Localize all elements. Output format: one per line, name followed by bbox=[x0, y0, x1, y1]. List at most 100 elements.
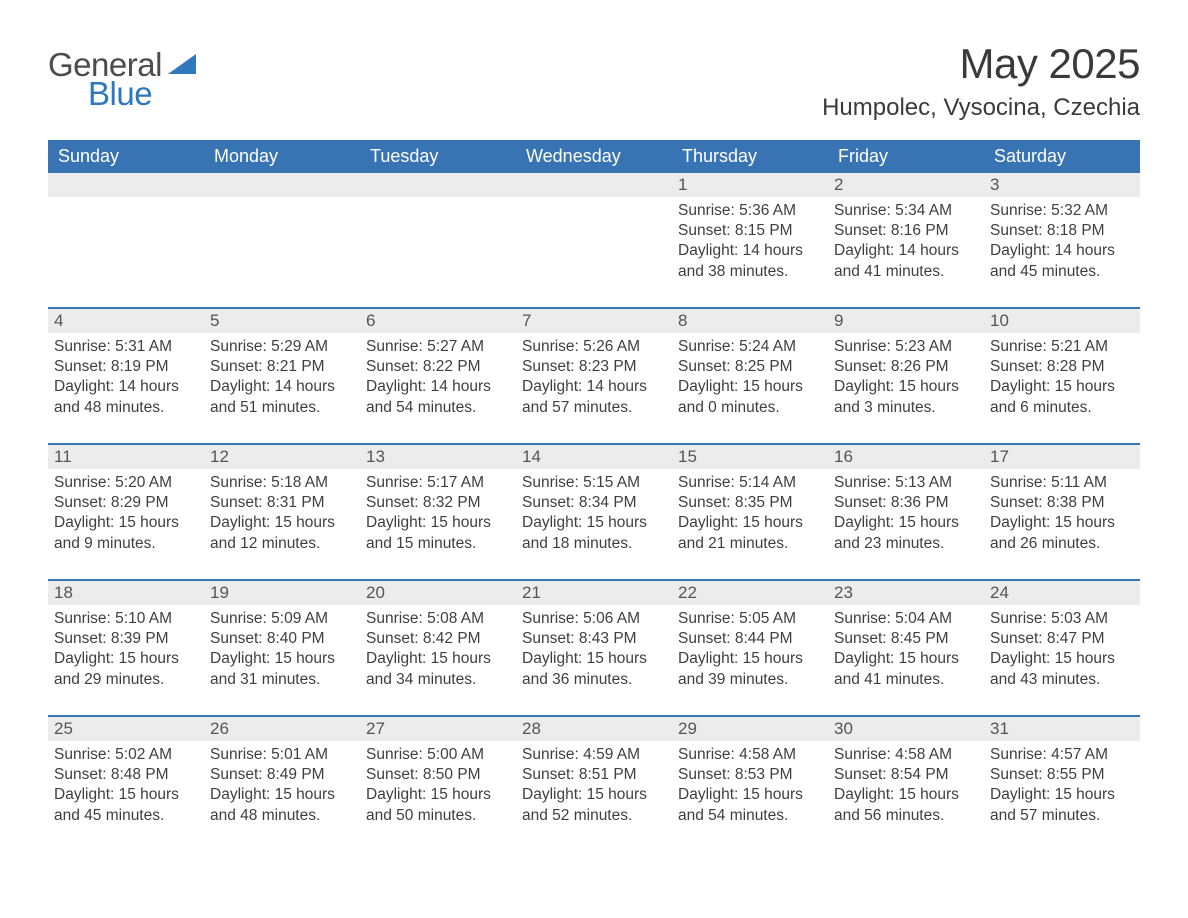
calendar-cell: 2Sunrise: 5:34 AMSunset: 8:16 PMDaylight… bbox=[828, 173, 984, 293]
daylight-text: Daylight: 14 hours and 51 minutes. bbox=[210, 377, 352, 417]
calendar-cell: 16Sunrise: 5:13 AMSunset: 8:36 PMDayligh… bbox=[828, 445, 984, 565]
day-number: 18 bbox=[48, 581, 204, 605]
sunrise-text: Sunrise: 4:57 AM bbox=[990, 745, 1132, 765]
logo-triangle-icon bbox=[168, 52, 202, 76]
day-number: 15 bbox=[672, 445, 828, 469]
sunrise-text: Sunrise: 5:13 AM bbox=[834, 473, 976, 493]
sunrise-text: Sunrise: 5:04 AM bbox=[834, 609, 976, 629]
calendar-cell: 8Sunrise: 5:24 AMSunset: 8:25 PMDaylight… bbox=[672, 309, 828, 429]
sunrise-text: Sunrise: 5:09 AM bbox=[210, 609, 352, 629]
daylight-text: Daylight: 15 hours and 43 minutes. bbox=[990, 649, 1132, 689]
day-number: 25 bbox=[48, 717, 204, 741]
calendar-cell: 13Sunrise: 5:17 AMSunset: 8:32 PMDayligh… bbox=[360, 445, 516, 565]
sunset-text: Sunset: 8:47 PM bbox=[990, 629, 1132, 649]
sunrise-text: Sunrise: 5:00 AM bbox=[366, 745, 508, 765]
calendar-cell: 27Sunrise: 5:00 AMSunset: 8:50 PMDayligh… bbox=[360, 717, 516, 837]
sunrise-text: Sunrise: 5:32 AM bbox=[990, 201, 1132, 221]
daylight-text: Daylight: 15 hours and 29 minutes. bbox=[54, 649, 196, 689]
sunset-text: Sunset: 8:45 PM bbox=[834, 629, 976, 649]
weekday-wednesday: Wednesday bbox=[516, 140, 672, 173]
sunrise-text: Sunrise: 5:15 AM bbox=[522, 473, 664, 493]
day-number: 29 bbox=[672, 717, 828, 741]
calendar-cell: 12Sunrise: 5:18 AMSunset: 8:31 PMDayligh… bbox=[204, 445, 360, 565]
header: General Blue May 2025 Humpolec, Vysocina… bbox=[48, 30, 1140, 134]
sunset-text: Sunset: 8:21 PM bbox=[210, 357, 352, 377]
calendar-cell: 30Sunrise: 4:58 AMSunset: 8:54 PMDayligh… bbox=[828, 717, 984, 837]
calendar-week: 25 Sunrise: 5:02 AMSunset: 8:48 PM Dayligh… bbox=[48, 715, 1140, 837]
day-number: 26 bbox=[204, 717, 360, 741]
sunrise-text: Sunrise: 5:29 AM bbox=[210, 337, 352, 357]
sunrise-text: Sunrise: 5:08 AM bbox=[366, 609, 508, 629]
sunrise-text: Sunrise: 5:20 AM bbox=[54, 473, 196, 493]
day-number: 3 bbox=[984, 173, 1140, 197]
calendar-cell bbox=[48, 173, 204, 293]
sunset-text: Sunset: 8:48 PM bbox=[54, 765, 196, 785]
calendar-cell: 15Sunrise: 5:14 AMSunset: 8:35 PMDayligh… bbox=[672, 445, 828, 565]
day-number: 27 bbox=[360, 717, 516, 741]
calendar-cell: 21Sunrise: 5:06 AMSunset: 8:43 PMDayligh… bbox=[516, 581, 672, 701]
sunset-text: Sunset: 8:25 PM bbox=[678, 357, 820, 377]
daylight-text: Daylight: 14 hours and 45 minutes. bbox=[990, 241, 1132, 281]
sunset-text: Sunset: 8:26 PM bbox=[834, 357, 976, 377]
daylight-text: Daylight: 15 hours and 56 minutes. bbox=[834, 785, 976, 825]
calendar-cell bbox=[360, 173, 516, 293]
calendar-cell: 6Sunrise: 5:27 AMSunset: 8:22 PMDaylight… bbox=[360, 309, 516, 429]
sunrise-text: Sunrise: 5:02 AM bbox=[54, 745, 196, 765]
calendar-cell bbox=[204, 173, 360, 293]
daylight-text: Daylight: 15 hours and 9 minutes. bbox=[54, 513, 196, 553]
calendar-cell: 14Sunrise: 5:15 AMSunset: 8:34 PMDayligh… bbox=[516, 445, 672, 565]
calendar-cell: 23Sunrise: 5:04 AMSunset: 8:45 PMDayligh… bbox=[828, 581, 984, 701]
sunset-text: Sunset: 8:28 PM bbox=[990, 357, 1132, 377]
calendar-cell: 22Sunrise: 5:05 AMSunset: 8:44 PMDayligh… bbox=[672, 581, 828, 701]
calendar-cell: 29 Sunrise: 4:58 AMSunset: 8:53 PMDayligh… bbox=[672, 717, 828, 837]
day-number: 7 bbox=[516, 309, 672, 333]
sunrise-text: Sunrise: 5:17 AM bbox=[366, 473, 508, 493]
sunrise-text: Sunrise: 5:18 AM bbox=[210, 473, 352, 493]
daylight-text: Daylight: 15 hours and 21 minutes. bbox=[678, 513, 820, 553]
calendar-week: 11Sunrise: 5:20 AMSunset: 8:29 PMDayligh… bbox=[48, 443, 1140, 565]
calendar-cell: 5Sunrise: 5:29 AMSunset: 8:21 PMDaylight… bbox=[204, 309, 360, 429]
brand-logo: General Blue bbox=[48, 48, 202, 110]
sunrise-text: Sunrise: 5:27 AM bbox=[366, 337, 508, 357]
day-number: 23 bbox=[828, 581, 984, 605]
calendar-page: General Blue May 2025 Humpolec, Vysocina… bbox=[0, 0, 1188, 918]
calendar-cell: 31Sunrise: 4:57 AMSunset: 8:55 PMDayligh… bbox=[984, 717, 1140, 837]
sunrise-text: Sunrise: 5:03 AM bbox=[990, 609, 1132, 629]
day-number: 28 bbox=[516, 717, 672, 741]
day-number: 13 bbox=[360, 445, 516, 469]
sunset-text: Sunset: 8:23 PM bbox=[522, 357, 664, 377]
sunset-text: Sunset: 8:54 PM bbox=[834, 765, 976, 785]
weekday-friday: Friday bbox=[828, 140, 984, 173]
day-number bbox=[204, 173, 360, 197]
sunset-text: Sunset: 8:31 PM bbox=[210, 493, 352, 513]
calendar-cell: 10Sunrise: 5:21 AMSunset: 8:28 PMDayligh… bbox=[984, 309, 1140, 429]
day-number: 17 bbox=[984, 445, 1140, 469]
day-number: 22 bbox=[672, 581, 828, 605]
calendar-cell: 4Sunrise: 5:31 AMSunset: 8:19 PMDaylight… bbox=[48, 309, 204, 429]
daylight-text: Daylight: 15 hours and 54 minutes. bbox=[678, 785, 820, 825]
day-number: 14 bbox=[516, 445, 672, 469]
sunset-text: Sunset: 8:49 PM bbox=[210, 765, 352, 785]
day-number: 21 bbox=[516, 581, 672, 605]
daylight-text: Daylight: 15 hours and 3 minutes. bbox=[834, 377, 976, 417]
sunrise-text: Sunrise: 4:58 AM bbox=[678, 745, 820, 765]
daylight-text: Daylight: 15 hours and 39 minutes. bbox=[678, 649, 820, 689]
sunset-text: Sunset: 8:35 PM bbox=[678, 493, 820, 513]
day-number bbox=[48, 173, 204, 197]
calendar-cell: 11Sunrise: 5:20 AMSunset: 8:29 PMDayligh… bbox=[48, 445, 204, 565]
day-number: 30 bbox=[828, 717, 984, 741]
daylight-text: Daylight: 15 hours and 15 minutes. bbox=[366, 513, 508, 553]
daylight-text: Daylight: 15 hours and 12 minutes. bbox=[210, 513, 352, 553]
location-label: Humpolec, Vysocina, Czechia bbox=[822, 94, 1140, 122]
weekday-header: Sunday Monday Tuesday Wednesday Thursday… bbox=[48, 140, 1140, 173]
calendar-cell: 17Sunrise: 5:11 AMSunset: 8:38 PMDayligh… bbox=[984, 445, 1140, 565]
sunrise-text: Sunrise: 5:21 AM bbox=[990, 337, 1132, 357]
weekday-sunday: Sunday bbox=[48, 140, 204, 173]
day-number bbox=[360, 173, 516, 197]
sunset-text: Sunset: 8:53 PM bbox=[678, 765, 820, 785]
calendar: Sunday Monday Tuesday Wednesday Thursday… bbox=[48, 140, 1140, 837]
daylight-text: Daylight: 15 hours and 26 minutes. bbox=[990, 513, 1132, 553]
daylight-text: Daylight: 15 hours and 23 minutes. bbox=[834, 513, 976, 553]
daylight-text: Daylight: 15 hours and 31 minutes. bbox=[210, 649, 352, 689]
logo-text-blue: Blue bbox=[88, 77, 162, 110]
